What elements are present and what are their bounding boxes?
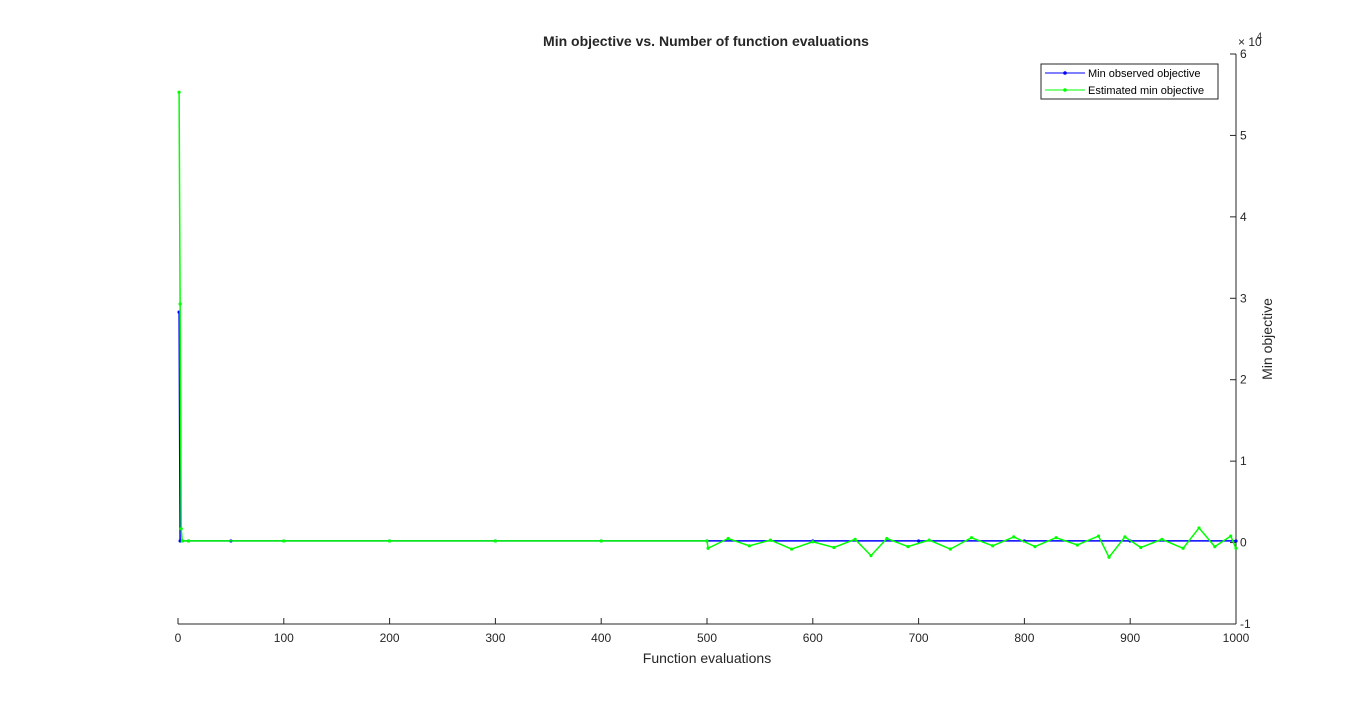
data-point (186, 539, 191, 543)
data-point (1234, 539, 1238, 543)
data-point (705, 539, 709, 543)
data-point (790, 547, 794, 551)
y-tick-label: 5 (1240, 128, 1247, 142)
data-point (1033, 545, 1037, 549)
x-tick-label: 1000 (1223, 631, 1250, 645)
legend-label-min-observed: Min observed objective (1088, 68, 1201, 80)
x-tick-label: 500 (697, 631, 717, 645)
y-tick-label: 1 (1240, 454, 1247, 468)
data-point (906, 545, 910, 549)
x-axis-label: Function evaluations (643, 650, 771, 666)
legend-box (1040, 63, 1219, 100)
data-point (179, 527, 183, 531)
legend-marker-min-observed (1063, 71, 1067, 75)
x-tick-label: 800 (1014, 631, 1034, 645)
data-point (1096, 534, 1101, 538)
series-line (178, 92, 1237, 559)
data-point (1054, 536, 1058, 540)
data-point (969, 536, 974, 540)
chart-title: Min objective vs. Number of function eva… (543, 33, 869, 49)
data-point (1139, 545, 1143, 550)
data-point (948, 547, 952, 551)
data-point (747, 544, 751, 548)
data-point (1123, 535, 1127, 539)
data-point (1160, 537, 1164, 541)
data-point (1012, 535, 1016, 539)
legend-label-estimated: Estimated min objective (1088, 85, 1204, 97)
data-point (599, 539, 603, 543)
data-point (1075, 543, 1079, 547)
data-point (726, 536, 730, 541)
data-point (885, 536, 889, 541)
data-point (927, 538, 931, 542)
series-line (178, 312, 1236, 542)
y-multiplier-exponent: 4 (1257, 31, 1262, 41)
series-1 (177, 90, 1238, 559)
x-tick-label: 600 (803, 631, 823, 645)
y-tick-label: 3 (1240, 291, 1247, 305)
data-point (282, 539, 286, 543)
data-point (991, 544, 995, 548)
data-point (1107, 555, 1111, 559)
x-tick-label: 100 (274, 631, 294, 645)
data-point (768, 538, 773, 542)
data-point (180, 539, 184, 543)
legend-marker-estimated (1063, 88, 1067, 92)
data-point (1234, 546, 1238, 550)
y-axis-label: Min objective (1259, 298, 1275, 380)
data-point (869, 554, 873, 558)
data-point (1197, 526, 1201, 530)
y-tick-label: -1 (1240, 617, 1251, 631)
data-point (832, 545, 836, 550)
data-point (1181, 546, 1185, 550)
series-0 (177, 310, 1238, 543)
x-ticks: 0 100 200 300 400 500 600 700 800 900 1000 (175, 618, 1250, 645)
y-tick-label: 4 (1240, 210, 1247, 224)
data-point (706, 546, 710, 550)
data-point (493, 539, 497, 543)
x-tick-label: 700 (909, 631, 929, 645)
x-tick-label: 300 (485, 631, 505, 645)
x-tick-label: 900 (1120, 631, 1140, 645)
legend: Min observed objective Estimated min obj… (1040, 63, 1219, 100)
x-tick-label: 400 (591, 631, 611, 645)
x-tick-label: 200 (380, 631, 400, 645)
y-ticks: -1 0 1 2 3 4 5 6 (1230, 47, 1251, 631)
data-point (177, 90, 181, 94)
axes (178, 54, 1237, 625)
series-layer (177, 90, 1238, 559)
y-tick-label: 0 (1240, 536, 1247, 550)
x-tick-label: 0 (175, 631, 182, 645)
data-point (178, 302, 182, 306)
data-point (388, 539, 392, 543)
data-point (811, 540, 815, 544)
data-point (1229, 534, 1233, 538)
y-multiplier-label: × 10 (1238, 35, 1262, 49)
data-point (917, 539, 921, 543)
data-point (853, 537, 857, 541)
y-tick-label: 2 (1240, 373, 1247, 387)
y-tick-label: 6 (1240, 47, 1247, 61)
data-point (1213, 545, 1217, 549)
